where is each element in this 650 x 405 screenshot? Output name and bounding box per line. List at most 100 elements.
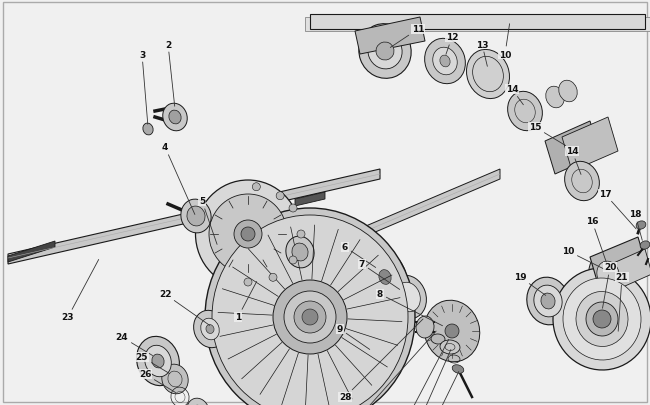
Ellipse shape xyxy=(201,318,219,340)
Text: 8: 8 xyxy=(377,290,443,326)
Polygon shape xyxy=(590,237,648,291)
Ellipse shape xyxy=(289,205,297,213)
Text: 17: 17 xyxy=(599,190,636,229)
Ellipse shape xyxy=(424,301,480,362)
Ellipse shape xyxy=(368,34,402,70)
Ellipse shape xyxy=(593,310,611,328)
Ellipse shape xyxy=(363,252,406,303)
Text: 16: 16 xyxy=(586,217,607,265)
Ellipse shape xyxy=(234,220,262,248)
Ellipse shape xyxy=(169,111,181,125)
Ellipse shape xyxy=(187,398,209,405)
Text: 9: 9 xyxy=(337,325,370,350)
Ellipse shape xyxy=(576,292,628,347)
Ellipse shape xyxy=(194,311,226,348)
Ellipse shape xyxy=(292,243,308,261)
Ellipse shape xyxy=(162,364,188,394)
Ellipse shape xyxy=(445,324,459,338)
Ellipse shape xyxy=(526,277,569,325)
Text: 29: 29 xyxy=(356,331,436,405)
Text: 14: 14 xyxy=(506,85,523,105)
Ellipse shape xyxy=(359,25,411,79)
Text: 7: 7 xyxy=(359,260,400,290)
Text: 25: 25 xyxy=(136,353,170,374)
Text: 1: 1 xyxy=(235,282,257,322)
Ellipse shape xyxy=(297,230,305,239)
Ellipse shape xyxy=(508,92,542,131)
Ellipse shape xyxy=(162,104,187,132)
Ellipse shape xyxy=(152,354,164,368)
Text: 26: 26 xyxy=(138,370,176,392)
Text: 31: 31 xyxy=(409,350,451,405)
Text: 11: 11 xyxy=(390,26,424,48)
Text: 2: 2 xyxy=(165,40,175,107)
Ellipse shape xyxy=(534,286,562,317)
Polygon shape xyxy=(545,122,600,175)
Text: 23: 23 xyxy=(62,260,99,322)
Ellipse shape xyxy=(143,124,153,136)
Ellipse shape xyxy=(440,340,460,354)
Ellipse shape xyxy=(440,56,450,68)
Ellipse shape xyxy=(187,207,205,226)
Ellipse shape xyxy=(284,291,336,343)
Polygon shape xyxy=(8,241,55,262)
Text: 6: 6 xyxy=(342,243,376,268)
Ellipse shape xyxy=(640,241,650,249)
Text: 24: 24 xyxy=(116,333,153,356)
Ellipse shape xyxy=(145,345,172,377)
Ellipse shape xyxy=(244,278,252,286)
Ellipse shape xyxy=(565,162,599,201)
Ellipse shape xyxy=(416,316,434,338)
Ellipse shape xyxy=(424,39,465,85)
Ellipse shape xyxy=(205,209,415,405)
Ellipse shape xyxy=(273,280,347,354)
Text: 4: 4 xyxy=(162,143,195,215)
Polygon shape xyxy=(310,15,645,30)
Polygon shape xyxy=(305,18,650,32)
Ellipse shape xyxy=(586,302,618,336)
Ellipse shape xyxy=(553,269,650,370)
Ellipse shape xyxy=(467,50,510,99)
Text: 20: 20 xyxy=(603,263,616,309)
Ellipse shape xyxy=(396,283,421,312)
Text: 30: 30 xyxy=(402,340,448,405)
Polygon shape xyxy=(562,118,618,172)
Polygon shape xyxy=(600,249,650,294)
Ellipse shape xyxy=(431,334,445,344)
Polygon shape xyxy=(8,170,380,264)
Ellipse shape xyxy=(302,309,318,325)
Ellipse shape xyxy=(362,355,374,363)
Ellipse shape xyxy=(389,276,426,319)
Ellipse shape xyxy=(252,183,261,191)
Ellipse shape xyxy=(269,274,277,281)
Polygon shape xyxy=(355,18,425,55)
Ellipse shape xyxy=(376,43,394,61)
Ellipse shape xyxy=(212,215,408,405)
Text: 12: 12 xyxy=(446,34,458,55)
Ellipse shape xyxy=(597,262,619,287)
Text: 27: 27 xyxy=(0,404,1,405)
Text: 19: 19 xyxy=(514,273,546,296)
Text: 22: 22 xyxy=(159,290,210,326)
Ellipse shape xyxy=(636,221,646,230)
Ellipse shape xyxy=(541,293,555,309)
Ellipse shape xyxy=(559,81,577,102)
Ellipse shape xyxy=(433,48,457,76)
Text: 15: 15 xyxy=(528,123,566,146)
Text: 32: 32 xyxy=(416,371,459,405)
Ellipse shape xyxy=(294,301,326,333)
Text: 5: 5 xyxy=(199,197,217,245)
Text: 28: 28 xyxy=(339,319,423,401)
Ellipse shape xyxy=(206,325,214,334)
Ellipse shape xyxy=(209,194,287,274)
Text: 3: 3 xyxy=(139,50,148,125)
Text: 10: 10 xyxy=(562,247,606,270)
Text: 21: 21 xyxy=(616,273,629,331)
Ellipse shape xyxy=(546,87,564,109)
Text: 13: 13 xyxy=(476,40,488,67)
Ellipse shape xyxy=(452,365,464,373)
Ellipse shape xyxy=(289,256,297,264)
Ellipse shape xyxy=(276,192,284,200)
Ellipse shape xyxy=(196,181,300,288)
Polygon shape xyxy=(295,192,325,207)
